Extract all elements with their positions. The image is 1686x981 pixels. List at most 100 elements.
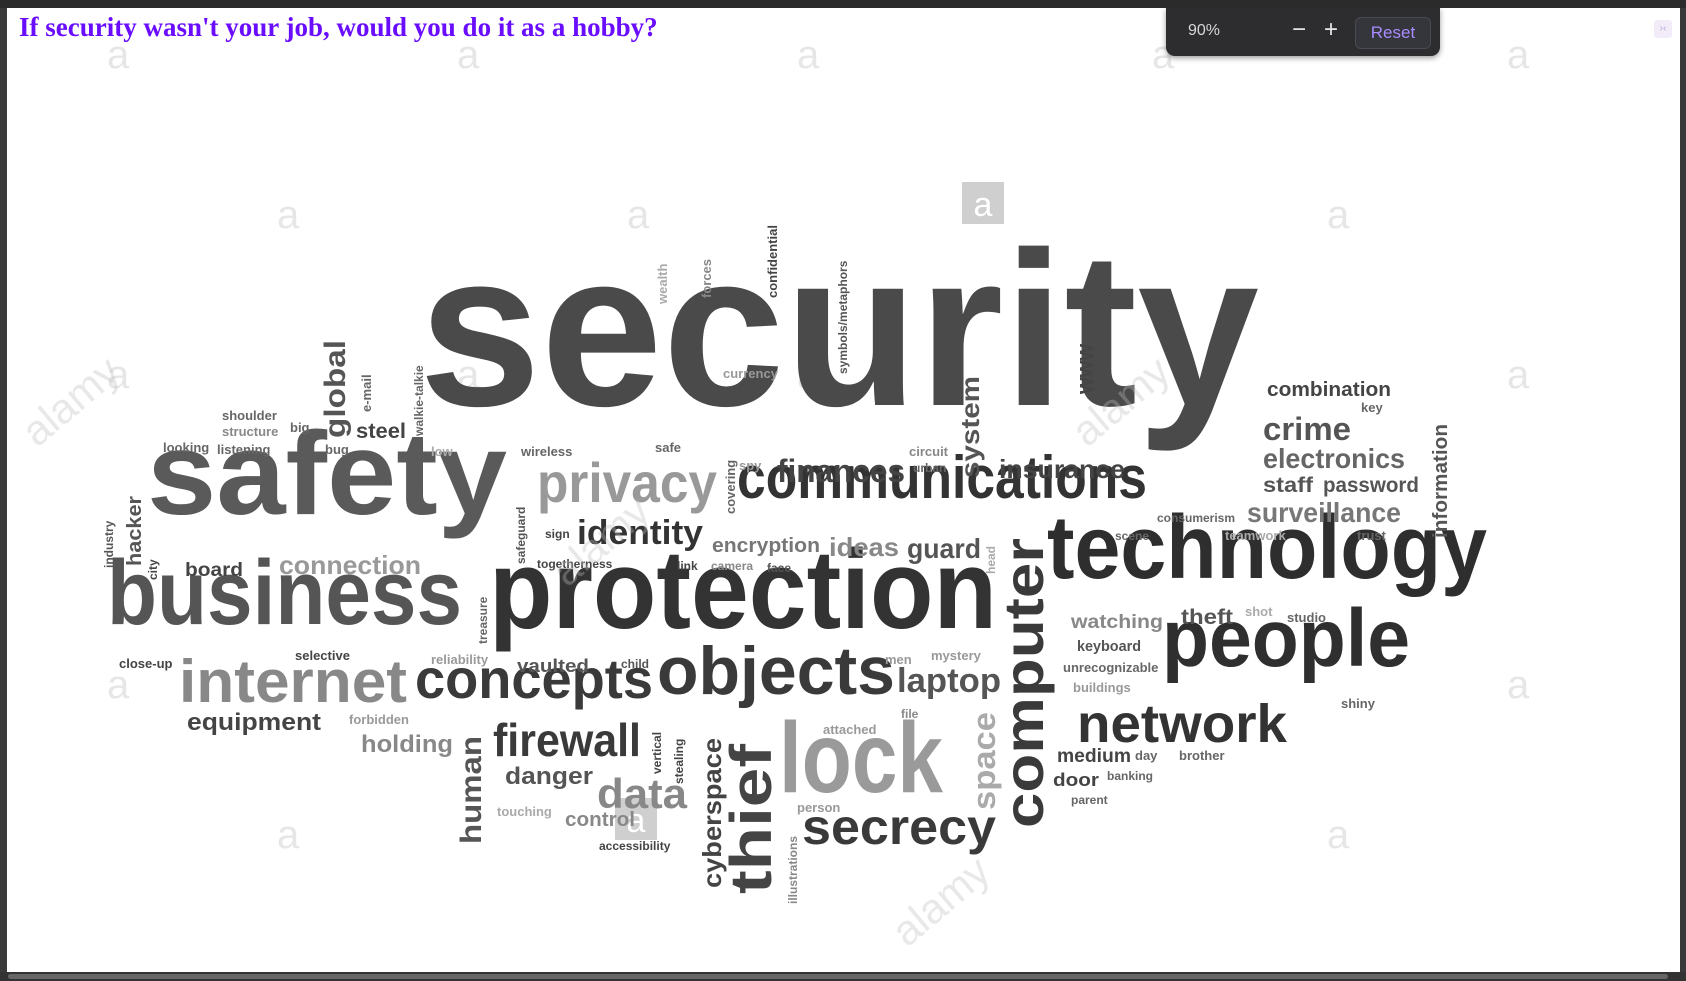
word-shot: shot [1245, 604, 1273, 619]
word-treasure: treasure [476, 596, 490, 644]
word-secrecy: secrecy [802, 799, 996, 855]
word-close-up: close-up [119, 656, 173, 671]
word-attached: attached [823, 722, 877, 737]
word-danger: danger [505, 763, 593, 790]
word-spy: spy [739, 458, 762, 473]
word-e-mail: e-mail [359, 374, 374, 412]
word-system: system [955, 376, 985, 478]
word-walkie-talkie: walkie-talkie [412, 365, 426, 437]
svg-text:a: a [457, 33, 480, 77]
word-www: www [1072, 344, 1099, 395]
zoom-out-button[interactable]: − [1291, 16, 1306, 43]
word-privacy: privacy [537, 451, 717, 514]
word-illustrations: illustrations [786, 836, 800, 904]
word-camera: camera [711, 559, 753, 573]
word-data: data [597, 770, 688, 817]
word-watching: watching [1070, 612, 1163, 633]
word-reliability: reliability [431, 652, 489, 667]
word-sign: sign [545, 527, 570, 541]
word-password: password [1323, 474, 1419, 497]
word-people: people [1162, 593, 1410, 684]
word-identity: identity [577, 514, 703, 552]
reset-zoom-button[interactable]: Reset [1355, 17, 1431, 49]
word-consumerism: consumerism [1157, 511, 1235, 525]
word-lock: lock [779, 702, 943, 814]
svg-text:a: a [974, 186, 993, 224]
word-medium: medium [1057, 746, 1131, 767]
word-encryption: encryption [712, 535, 820, 557]
word-internet: internet [179, 648, 407, 715]
word-banking: banking [1107, 769, 1153, 783]
word-circuit: circuit [909, 444, 949, 459]
word-firewall: firewall [493, 714, 641, 766]
svg-text:a: a [1507, 353, 1530, 397]
word-person: person [797, 800, 840, 815]
horizontal-scrollbar[interactable] [0, 972, 1686, 981]
word-finances: finances [777, 453, 905, 489]
word-shiny: shiny [1341, 696, 1376, 711]
zoom-level-indicator: 90% [1188, 22, 1221, 39]
word-big: big [290, 420, 310, 435]
svg-text:a: a [1327, 813, 1350, 857]
image-viewer-frame: If security wasn't your job, would you d… [7, 8, 1680, 972]
word-urban: urban [913, 461, 946, 475]
collapse-icon[interactable]: ›‹ [1654, 20, 1672, 38]
word-men: men [885, 652, 912, 667]
word-information: information [1430, 424, 1452, 538]
word-electronics: electronics [1263, 443, 1405, 474]
word-safety: safety [147, 408, 507, 540]
word-stealing: stealing [672, 739, 686, 784]
word-child: child [621, 657, 649, 671]
word-theft: theft [1181, 606, 1233, 629]
word-buildings: buildings [1073, 680, 1131, 695]
word-concepts: concepts [415, 647, 653, 710]
word-brother: brother [1179, 748, 1225, 763]
word-laptop: laptop [897, 662, 1001, 700]
word-protection: protection [489, 527, 997, 652]
word-looking: looking [163, 440, 209, 455]
word-hacker: hacker [124, 496, 146, 566]
word-space: space [966, 712, 1002, 810]
word-forbidden: forbidden [349, 712, 409, 727]
word-business: business [107, 542, 462, 644]
word-wireless: wireless [520, 444, 572, 459]
svg-text:alamy: alamy [883, 847, 999, 955]
word-touching: touching [497, 804, 552, 819]
word-day: day [1135, 748, 1158, 763]
word-listening: listening [217, 442, 271, 457]
word-vertical: vertical [650, 732, 664, 774]
svg-text:a: a [107, 663, 130, 707]
small-words: shoulder structure big looking listening… [102, 225, 1387, 904]
word-safeguard: safeguard [514, 507, 528, 564]
word-currency: currency [723, 366, 779, 381]
word-vaulted: vaulted [517, 656, 589, 676]
svg-text:alamy: alamy [13, 347, 129, 455]
word-studio: studio [1287, 610, 1326, 625]
browser-top-bar [0, 0, 1686, 8]
word-city: city [146, 559, 160, 580]
word-shoulder: shoulder [222, 408, 277, 423]
svg-text:a: a [797, 33, 820, 77]
word-network: network [1077, 694, 1288, 754]
word-teamwork: teamwork [1225, 528, 1286, 543]
word-equipment: equipment [187, 709, 321, 736]
word-parent: parent [1071, 793, 1108, 807]
word-selective: selective [295, 648, 350, 663]
svg-text:a: a [1507, 33, 1530, 77]
word-scene: scene [1115, 529, 1149, 543]
svg-text:a: a [277, 813, 300, 857]
word-forces: forces [699, 259, 714, 298]
scrollbar-thumb[interactable] [8, 974, 1668, 979]
svg-text:a: a [107, 33, 130, 77]
word-cyberspace: cyberspace [697, 738, 727, 888]
word-face: face [767, 561, 791, 575]
zoom-in-button[interactable]: + [1323, 16, 1338, 43]
word-surveillance: surveillance [1247, 497, 1401, 528]
word-confidential: confidential [765, 225, 780, 298]
word-head: head [984, 546, 998, 574]
word-togetherness: togetherness [537, 557, 613, 571]
svg-text:a: a [1327, 193, 1350, 237]
word-industry: industry [102, 520, 116, 568]
word-thief: thief [719, 743, 784, 894]
